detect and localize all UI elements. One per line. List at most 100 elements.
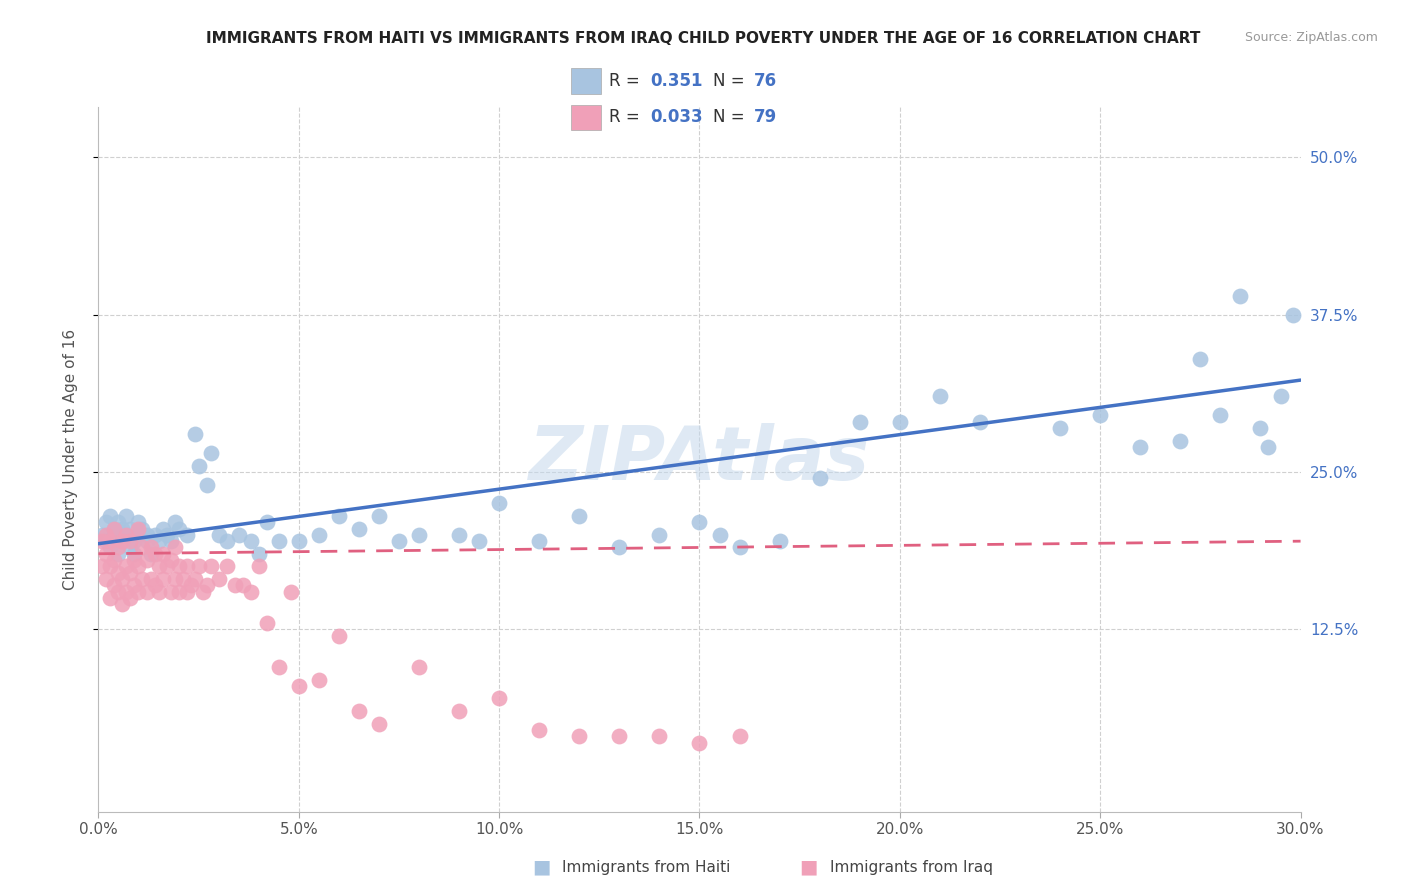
Point	[568, 729, 591, 743]
Point	[247, 559, 270, 574]
Point	[159, 584, 181, 599]
Point	[849, 415, 872, 429]
Point	[143, 578, 166, 592]
Point	[1250, 421, 1272, 435]
Point	[152, 522, 174, 536]
Point	[328, 508, 350, 523]
Point	[120, 541, 142, 555]
Point	[183, 572, 205, 586]
Point	[148, 584, 170, 599]
Point	[200, 446, 222, 460]
Point	[288, 534, 311, 549]
Text: 0.351: 0.351	[650, 72, 703, 90]
Point	[159, 534, 181, 549]
Point	[191, 584, 214, 599]
Point	[1189, 351, 1212, 366]
FancyBboxPatch shape	[571, 104, 600, 130]
Point	[159, 553, 181, 567]
Point	[167, 559, 190, 574]
Point	[215, 559, 238, 574]
Point	[100, 559, 122, 574]
Point	[115, 508, 138, 523]
Point	[96, 572, 118, 586]
Point	[148, 559, 170, 574]
Point	[103, 578, 125, 592]
Point	[152, 572, 174, 586]
Point	[143, 547, 166, 561]
Point	[128, 559, 150, 574]
Point	[232, 578, 254, 592]
Point	[115, 528, 138, 542]
Point	[769, 534, 792, 549]
Point	[208, 572, 231, 586]
Point	[388, 534, 411, 549]
Point	[215, 534, 238, 549]
Point	[100, 508, 122, 523]
Point	[120, 522, 142, 536]
FancyBboxPatch shape	[571, 69, 600, 95]
Point	[135, 534, 157, 549]
Point	[135, 553, 157, 567]
Point	[929, 389, 952, 403]
Point	[148, 534, 170, 549]
Point	[103, 522, 125, 536]
Point	[239, 534, 262, 549]
Point	[128, 516, 150, 530]
Point	[1257, 440, 1279, 454]
Point	[288, 679, 311, 693]
Point	[709, 528, 731, 542]
Point	[124, 547, 146, 561]
Point	[648, 729, 671, 743]
Point	[1049, 421, 1071, 435]
Point	[124, 578, 146, 592]
Point	[135, 528, 157, 542]
Point	[120, 566, 142, 580]
Point	[131, 522, 153, 536]
Point	[728, 541, 751, 555]
Point	[111, 534, 134, 549]
Point	[115, 584, 138, 599]
Point	[408, 528, 430, 542]
Point	[1129, 440, 1152, 454]
Text: 79: 79	[754, 108, 778, 126]
Text: 0.033: 0.033	[650, 108, 703, 126]
Text: Source: ZipAtlas.com: Source: ZipAtlas.com	[1244, 31, 1378, 45]
Point	[172, 572, 194, 586]
Point	[195, 477, 218, 491]
Point	[1270, 389, 1292, 403]
Point	[96, 547, 118, 561]
Point	[163, 541, 186, 555]
Point	[107, 566, 129, 580]
Point	[347, 704, 370, 718]
Point	[228, 528, 250, 542]
Point	[347, 522, 370, 536]
Text: 76: 76	[754, 72, 778, 90]
Point	[1170, 434, 1192, 448]
Text: R =: R =	[609, 108, 645, 126]
Point	[1088, 409, 1111, 423]
Point	[115, 528, 138, 542]
Point	[128, 528, 150, 542]
Point	[1281, 308, 1303, 322]
Point	[124, 534, 146, 549]
Text: N =: N =	[713, 72, 749, 90]
Point	[128, 584, 150, 599]
Point	[120, 591, 142, 605]
Point	[103, 522, 125, 536]
Point	[107, 541, 129, 555]
Point	[728, 729, 751, 743]
Point	[187, 559, 209, 574]
Point	[368, 716, 391, 731]
Point	[103, 528, 125, 542]
Point	[195, 578, 218, 592]
Point	[208, 528, 231, 542]
Point	[163, 516, 186, 530]
Point	[368, 508, 391, 523]
Y-axis label: Child Poverty Under the Age of 16: Child Poverty Under the Age of 16	[63, 329, 77, 590]
Point	[115, 559, 138, 574]
Text: ZIPAtlas: ZIPAtlas	[529, 423, 870, 496]
Point	[488, 496, 510, 510]
Point	[183, 427, 205, 442]
Point	[100, 541, 122, 555]
Text: ■: ■	[531, 857, 551, 877]
